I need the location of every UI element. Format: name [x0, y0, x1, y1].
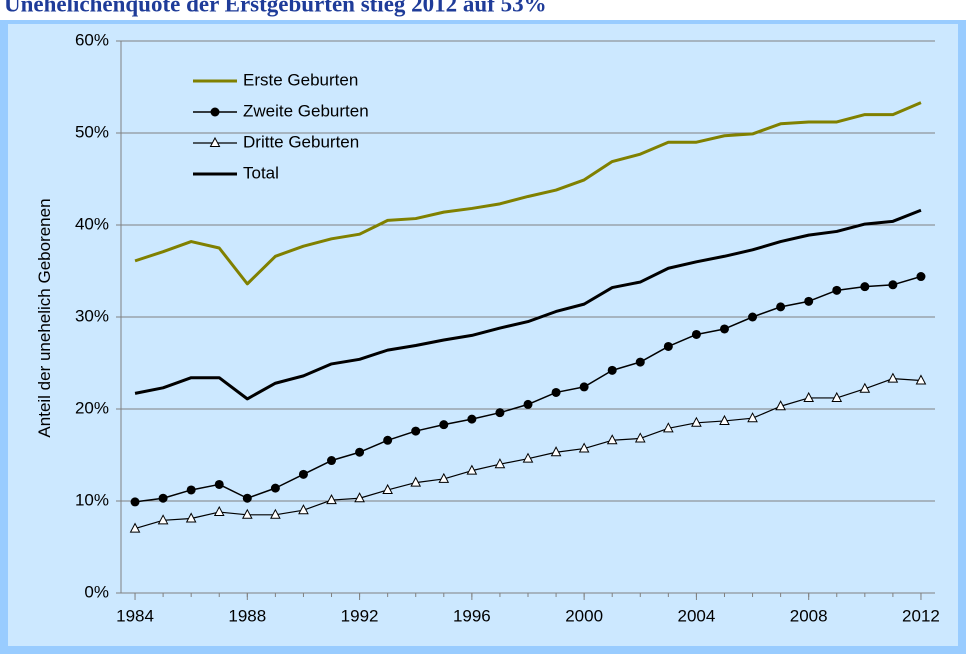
chart-area: [8, 24, 958, 646]
marker: [494, 458, 506, 469]
marker: [748, 312, 758, 322]
marker: [355, 447, 365, 457]
y-tick-label: 0%: [84, 582, 109, 601]
marker: [691, 329, 701, 339]
marker: [354, 492, 365, 503]
marker: [776, 302, 786, 312]
y-tick-label: 30%: [75, 306, 109, 325]
chart-title: Unehelichenquote der Erstgeburten stieg …: [4, 0, 547, 16]
marker: [860, 282, 870, 292]
marker: [438, 472, 450, 483]
marker: [859, 382, 871, 393]
marker: [550, 446, 562, 457]
marker: [663, 341, 673, 351]
marker: [185, 512, 197, 523]
marker: [411, 426, 421, 436]
marker: [832, 285, 842, 295]
marker: [916, 272, 926, 282]
marker: [691, 416, 702, 427]
series-line: [134, 101, 922, 286]
marker: [214, 479, 224, 489]
marker: [382, 483, 393, 494]
marker: [522, 452, 534, 463]
x-tick-label: 1988: [228, 606, 266, 625]
marker: [719, 414, 730, 425]
legend-marker: [210, 107, 220, 117]
marker: [383, 435, 393, 445]
marker: [158, 493, 168, 503]
marker: [579, 382, 589, 392]
marker: [298, 469, 308, 479]
marker: [298, 504, 309, 515]
marker: [410, 476, 422, 487]
marker: [635, 357, 645, 367]
marker: [915, 374, 927, 385]
marker: [439, 420, 449, 430]
marker: [467, 414, 477, 424]
x-tick-label: 2008: [790, 606, 828, 625]
x-tick-label: 2012: [902, 606, 940, 625]
marker: [831, 391, 843, 402]
marker: [887, 372, 899, 383]
marker: [775, 400, 786, 411]
legend-label: Total: [243, 163, 279, 182]
y-tick-label: 40%: [75, 214, 109, 233]
marker: [804, 296, 814, 306]
marker: [213, 505, 225, 517]
x-tick-label: 1984: [116, 606, 154, 625]
y-axis-label: Anteil der unehelich Geborenen: [35, 198, 54, 437]
marker: [803, 391, 815, 402]
legend-marker: [209, 136, 221, 147]
marker: [130, 497, 140, 507]
marker: [327, 456, 337, 466]
marker: [242, 493, 252, 503]
marker: [634, 432, 646, 443]
marker: [523, 399, 533, 409]
marker: [129, 522, 141, 533]
marker: [157, 514, 169, 525]
legend-label: Zweite Geburten: [243, 101, 369, 120]
series-line: [134, 208, 922, 401]
marker: [888, 280, 898, 290]
y-tick-label: 50%: [75, 122, 109, 141]
marker: [186, 485, 196, 495]
marker: [241, 508, 253, 519]
marker: [270, 508, 281, 519]
y-tick-label: 10%: [75, 490, 109, 509]
marker: [663, 422, 674, 433]
marker: [495, 408, 505, 418]
y-tick-label: 20%: [75, 398, 109, 417]
marker: [551, 387, 561, 397]
legend-label: Erste Geburten: [243, 70, 358, 89]
legend-label: Dritte Geburten: [243, 132, 359, 151]
marker: [466, 464, 478, 475]
x-tick-label: 1992: [341, 606, 379, 625]
marker: [606, 434, 618, 445]
x-tick-label: 2000: [565, 606, 603, 625]
x-tick-label: 2004: [677, 606, 715, 625]
marker: [607, 365, 617, 375]
marker: [747, 412, 758, 423]
marker: [719, 324, 729, 334]
marker: [578, 442, 590, 453]
x-tick-label: 1996: [453, 606, 491, 625]
marker: [326, 494, 337, 505]
marker: [270, 483, 280, 493]
y-tick-label: 60%: [75, 30, 109, 49]
